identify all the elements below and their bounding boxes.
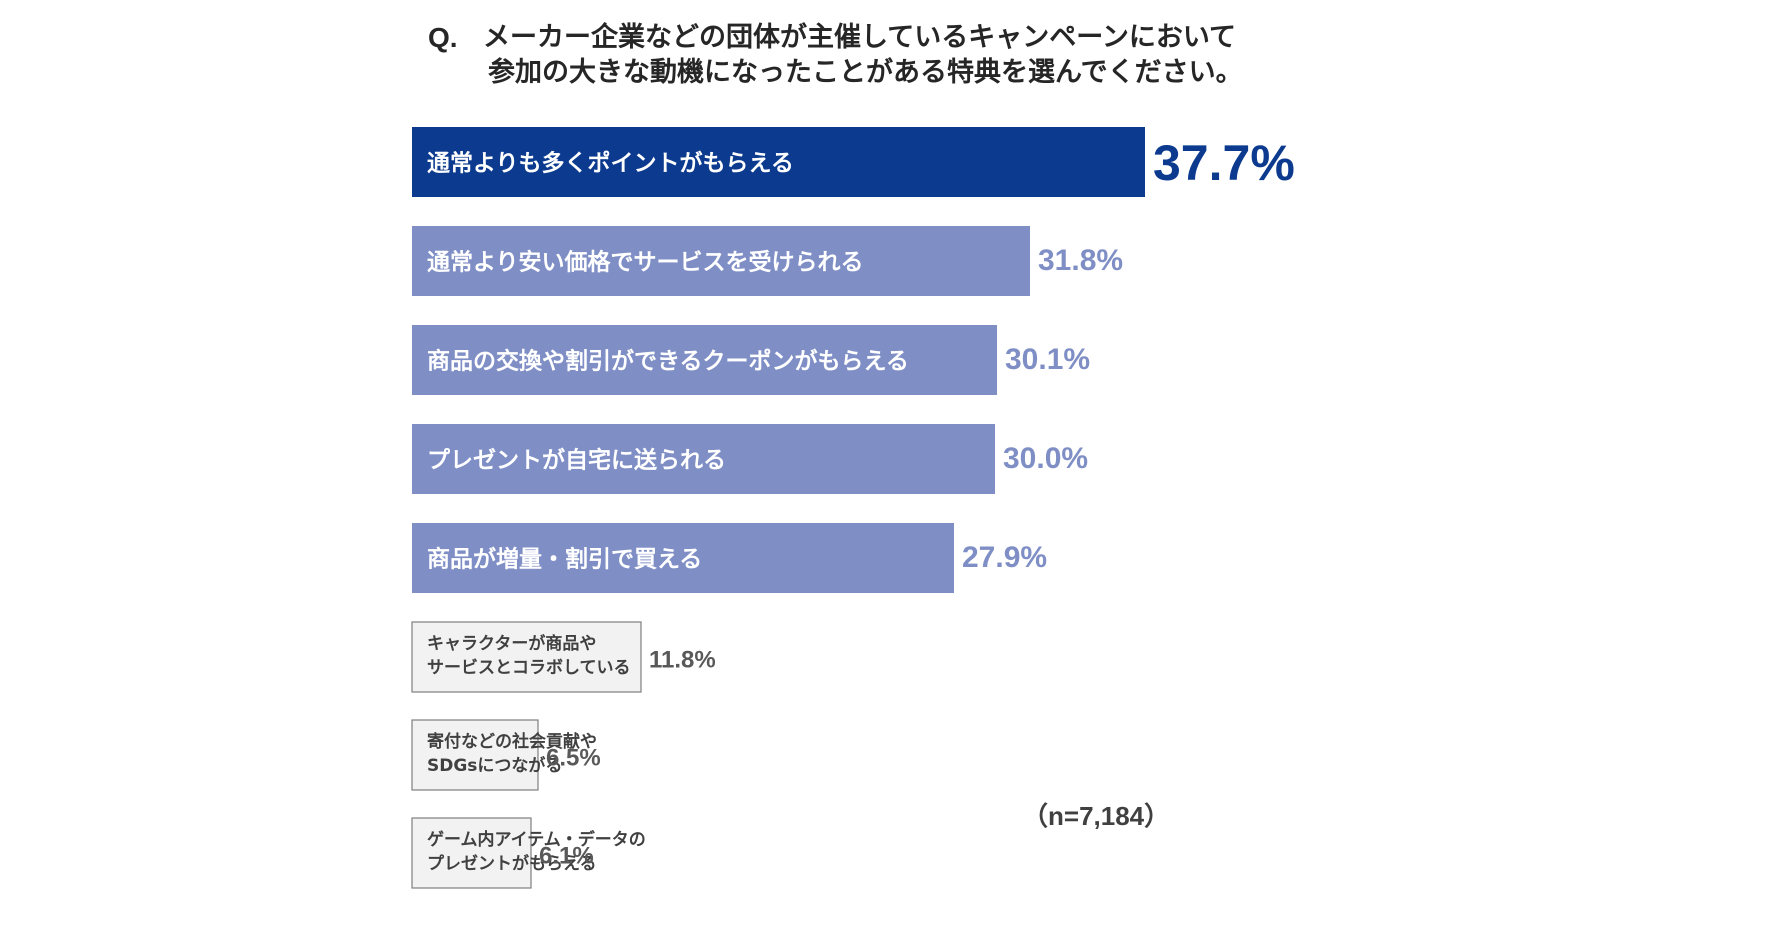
bar-group-2: 通常より安い価格でサービスを受けられる 31.8% — [412, 226, 1123, 296]
bar-group-3: 商品の交換や割引ができるクーポンがもらえる 30.1% — [412, 325, 1090, 395]
bar-4 — [412, 424, 995, 494]
bar-value-3: 30.1% — [1005, 343, 1090, 376]
bar-label-4: プレゼントが自宅に送られる — [427, 447, 726, 474]
bar-value-6: 11.8% — [649, 647, 716, 674]
bar-label-7: 寄付などの社会貢献や SDGsにつながる — [427, 731, 597, 776]
bar-value-7: 6.5% — [546, 745, 601, 772]
bar-label-3: 商品の交換や割引ができるクーポンがもらえる — [427, 348, 909, 375]
bar-3 — [412, 325, 997, 395]
bar-value-2: 31.8% — [1038, 244, 1123, 277]
bar-1 — [412, 127, 1145, 197]
bar-label-1: 通常よりも多くポイントがもらえる — [427, 150, 794, 177]
bar-group-6: キャラクターが商品やサービスとコラボしている 11.8% — [411, 621, 716, 693]
question-mark: Q. — [428, 22, 458, 53]
bar-5 — [412, 523, 954, 593]
question-line-2: 参加の大きな動機になったことがある特典を選んでください。 — [488, 57, 1243, 88]
bar-value-5: 27.9% — [962, 541, 1047, 574]
bar-value-1: 37.7% — [1153, 135, 1295, 191]
bar-label-2: 通常より安い価格でサービスを受けられる — [427, 249, 864, 276]
bar-group-4: プレゼントが自宅に送られる 30.0% — [412, 424, 1088, 494]
bar-value-8: 6.1% — [539, 843, 594, 870]
question-line-1: メーカー企業などの団体が主催しているキャンペーンにおいて — [483, 22, 1237, 53]
bar-group-5: 商品が増量・割引で買える 27.9% — [412, 523, 1047, 593]
bar-label-8: ゲーム内アイテム・データのプレゼントがもらえる — [427, 829, 646, 874]
bar-group-1: 通常よりも多くポイントがもらえる 37.7% — [412, 127, 1295, 197]
bar-7 — [411, 719, 539, 791]
bar-8 — [411, 817, 532, 889]
sample-size-note: （n=7,184） — [1022, 801, 1171, 831]
bar-6 — [411, 621, 642, 693]
bar-2 — [412, 226, 1030, 296]
bar-value-4: 30.0% — [1003, 442, 1088, 475]
bar-label-6: キャラクターが商品やサービスとコラボしている — [427, 633, 631, 678]
bar-label-5: 商品が増量・割引で買える — [427, 546, 702, 573]
